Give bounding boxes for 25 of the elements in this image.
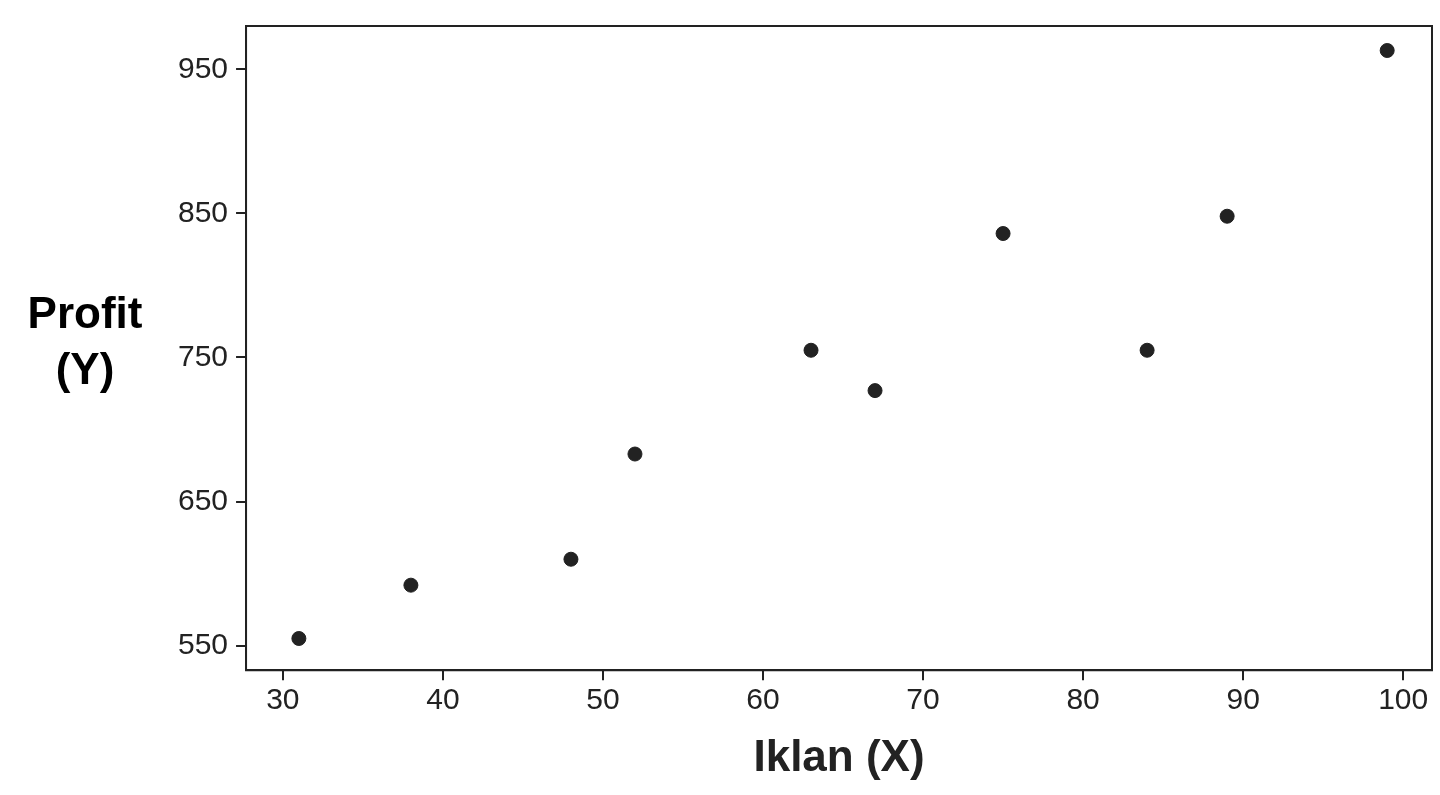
point [1219, 208, 1235, 224]
y-tick-label: 950 [177, 50, 229, 84]
point [291, 630, 307, 646]
point [867, 383, 883, 399]
y-tick-label: 750 [177, 338, 229, 372]
y-tick-label: 850 [177, 194, 229, 228]
x-axis-title: Iklan (X) [753, 730, 925, 780]
point [1379, 43, 1395, 58]
point [995, 226, 1011, 242]
y-tick-label: 650 [177, 482, 229, 516]
x-tick-label: 30 [266, 682, 300, 716]
point [803, 342, 819, 358]
x-tick-label: 60 [746, 682, 780, 716]
point [403, 577, 419, 593]
x-tick-label: 50 [586, 682, 620, 716]
point [1139, 342, 1155, 358]
y-tick-label: 550 [177, 626, 229, 660]
x-tick-label: 90 [1226, 682, 1260, 716]
x-tick-label: 100 [1378, 682, 1429, 716]
point [563, 551, 579, 567]
x-tick-label: 70 [906, 682, 940, 716]
point [627, 446, 643, 462]
x-tick-label: 40 [426, 682, 460, 716]
x-tick-label: 80 [1066, 682, 1100, 716]
y-axis-title: Profit (Y) [26, 287, 144, 395]
